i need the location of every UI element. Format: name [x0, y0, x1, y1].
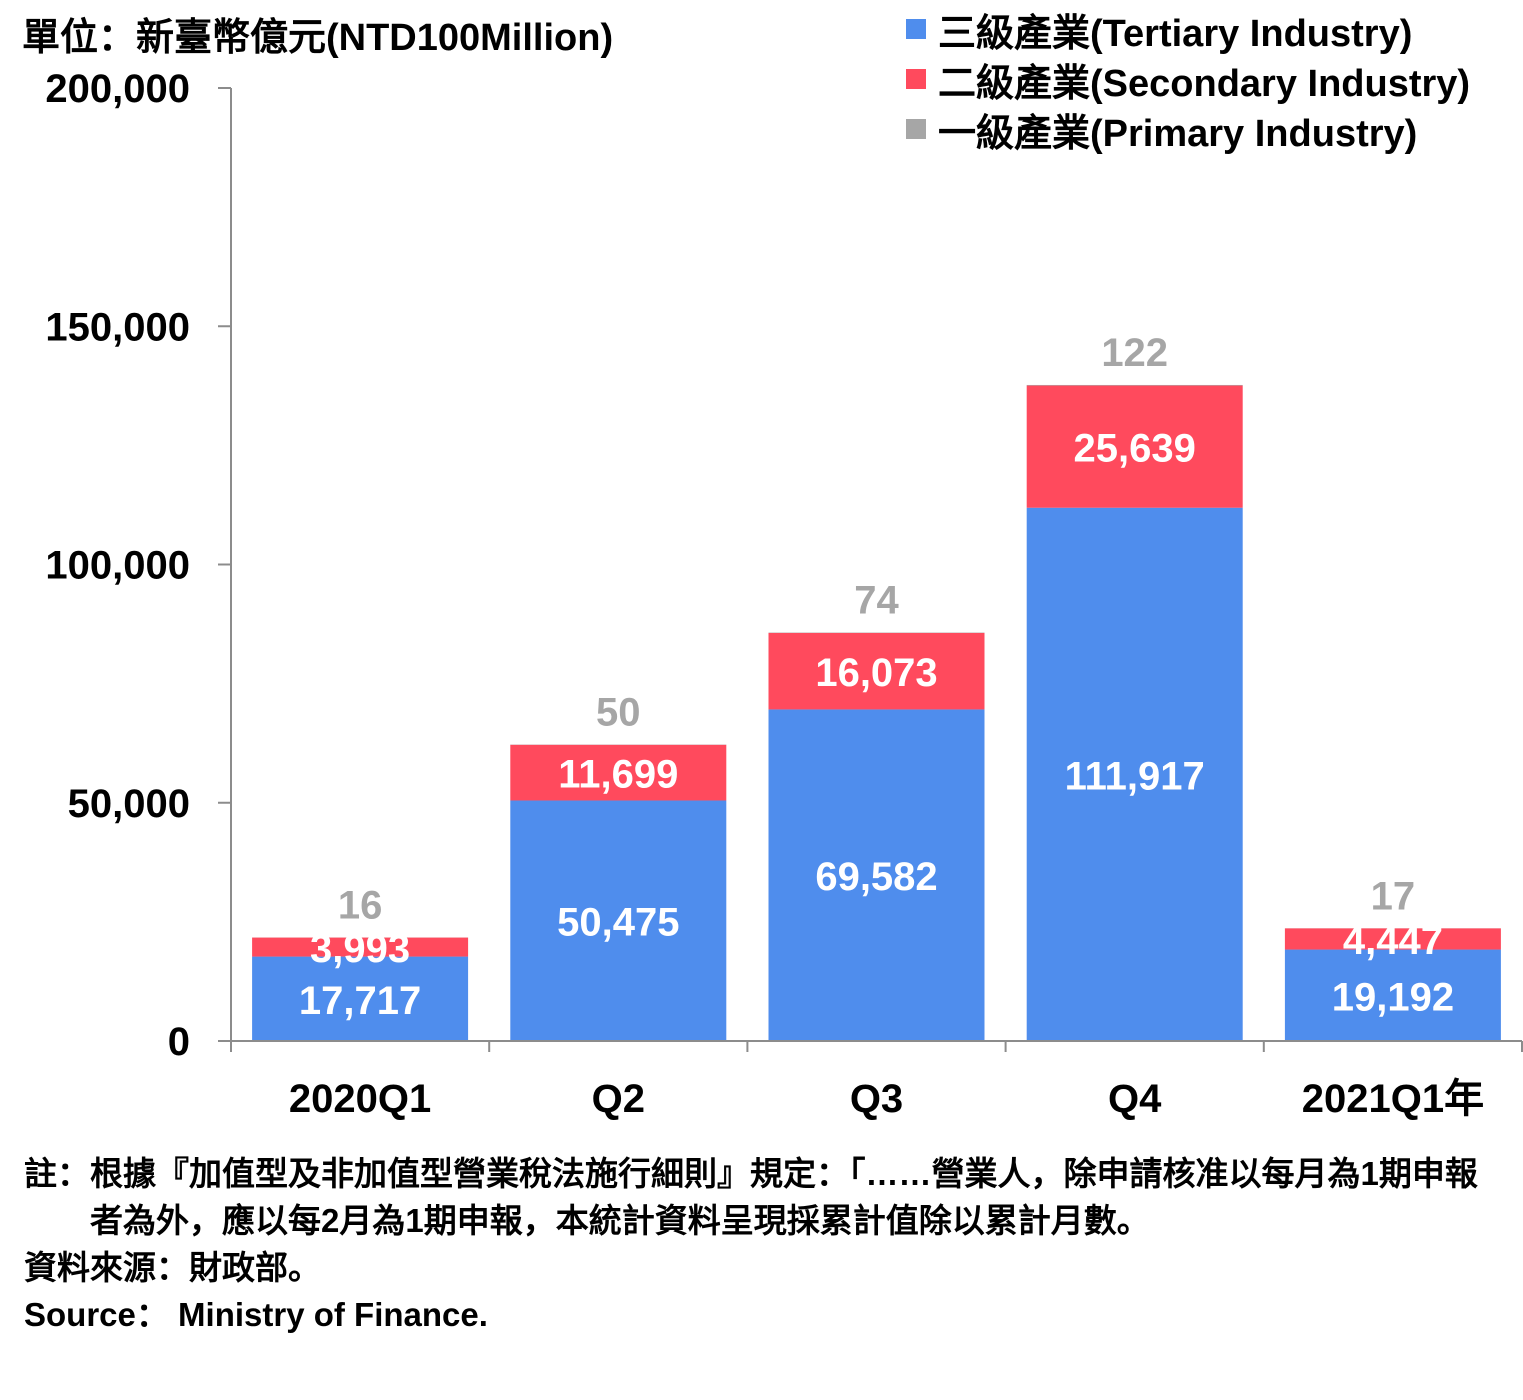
bar-tertiary-2020q1	[252, 956, 469, 1041]
legend-label-secondary: 二級產業(Secondary Industry)	[938, 62, 1471, 105]
x-tick-label-2021q1: 2021Q1年	[1302, 1077, 1484, 1121]
data-label-secondary-2021q1: 4,447	[1343, 919, 1443, 963]
bar-tertiary-q4	[1026, 507, 1243, 1042]
x-tick-label-2020q1: 2020Q1	[289, 1077, 431, 1121]
data-label-primary-q4: 122	[1101, 331, 1168, 375]
data-label-tertiary-2021q1: 19,192	[1332, 975, 1454, 1019]
bar-tertiary-2021q1	[1284, 949, 1501, 1041]
legend-label-tertiary: 三級產業(Tertiary Industry)	[938, 12, 1413, 55]
y-tick-label-150000: 150,000	[45, 305, 190, 349]
unit-label: 單位：新臺幣億元(NTD100Million)	[22, 17, 614, 59]
data-label-tertiary-q2: 50,475	[557, 901, 679, 945]
note-line: 註： 根據『加值型及非加值型營業稅法施行細則』規定：「……營業人，除申請核准以每…	[24, 1150, 1504, 1244]
x-tick-label-q4: Q4	[1108, 1077, 1162, 1121]
data-label-primary-2021q1: 17	[1371, 874, 1416, 918]
legend-item-secondary: 二級產業(Secondary Industry)	[906, 54, 1471, 105]
bar-secondary-q3	[768, 632, 985, 710]
data-label-tertiary-q4: 111,917	[1065, 754, 1205, 798]
source-zh: 資料來源：財政部。	[24, 1249, 321, 1286]
data-label-primary-q3: 74	[854, 579, 899, 623]
legend-swatch-primary	[906, 119, 926, 139]
bar-secondary-q2	[510, 744, 727, 801]
y-tick-label-100000: 100,000	[45, 544, 190, 588]
bar-tertiary-q2	[510, 800, 727, 1041]
x-tick-label-q3: Q3	[850, 1077, 903, 1121]
notes-block: 註： 根據『加值型及非加值型營業稅法施行細則』規定：「……營業人，除申請核准以每…	[24, 1150, 1504, 1338]
chart-legend: 三級產業(Tertiary Industry) 二級產業(Secondary I…	[906, 4, 1471, 155]
bar-tertiary-q3	[768, 709, 985, 1041]
legend-swatch-secondary	[906, 69, 926, 89]
data-label-secondary-2020q1: 3,993	[310, 927, 410, 971]
source-en: Source： Ministry of Finance.	[24, 1296, 488, 1333]
data-label-secondary-q4: 25,639	[1074, 427, 1196, 471]
bar-secondary-q4	[1026, 385, 1243, 508]
data-label-tertiary-2020q1: 17,717	[299, 979, 421, 1023]
bar-secondary-2020q1	[252, 937, 469, 957]
note-prefix: 註：	[24, 1155, 90, 1192]
y-tick-label-200000: 200,000	[45, 67, 190, 111]
legend-label-primary: 一級產業(Primary Industry)	[938, 112, 1418, 155]
data-label-tertiary-q3: 69,582	[815, 855, 937, 899]
legend-item-tertiary: 三級產業(Tertiary Industry)	[906, 4, 1470, 55]
bar-secondary-2021q1	[1284, 928, 1501, 950]
y-tick-label-0: 0	[168, 1020, 190, 1064]
axes-group: 0 50,000 100,000 150,000 200,000 2020Q1 Q2 Q3 Q4…	[45, 67, 1523, 1121]
data-label-primary-2020q1: 16	[338, 883, 383, 927]
legend-swatch-tertiary	[906, 19, 926, 39]
note-text: 根據『加值型及非加值型營業稅法施行細則』規定：「……營業人，除申請核准以每月為1…	[90, 1155, 1478, 1239]
data-label-secondary-q2: 11,699	[558, 753, 678, 797]
stacked-bar-chart: 0 50,000 100,000 150,000 200,000 2020Q1 Q2 Q3 Q4…	[45, 67, 1523, 1121]
data-label-secondary-q3: 16,073	[815, 651, 937, 695]
data-label-primary-q2: 50	[596, 691, 641, 735]
legend-item-primary: 一級產業(Primary Industry)	[906, 104, 1470, 155]
y-tick-label-50000: 50,000	[68, 782, 190, 826]
x-tick-label-q2: Q2	[592, 1077, 645, 1121]
bar-primary-q4	[1026, 384, 1243, 386]
bars-group	[252, 384, 1501, 1042]
